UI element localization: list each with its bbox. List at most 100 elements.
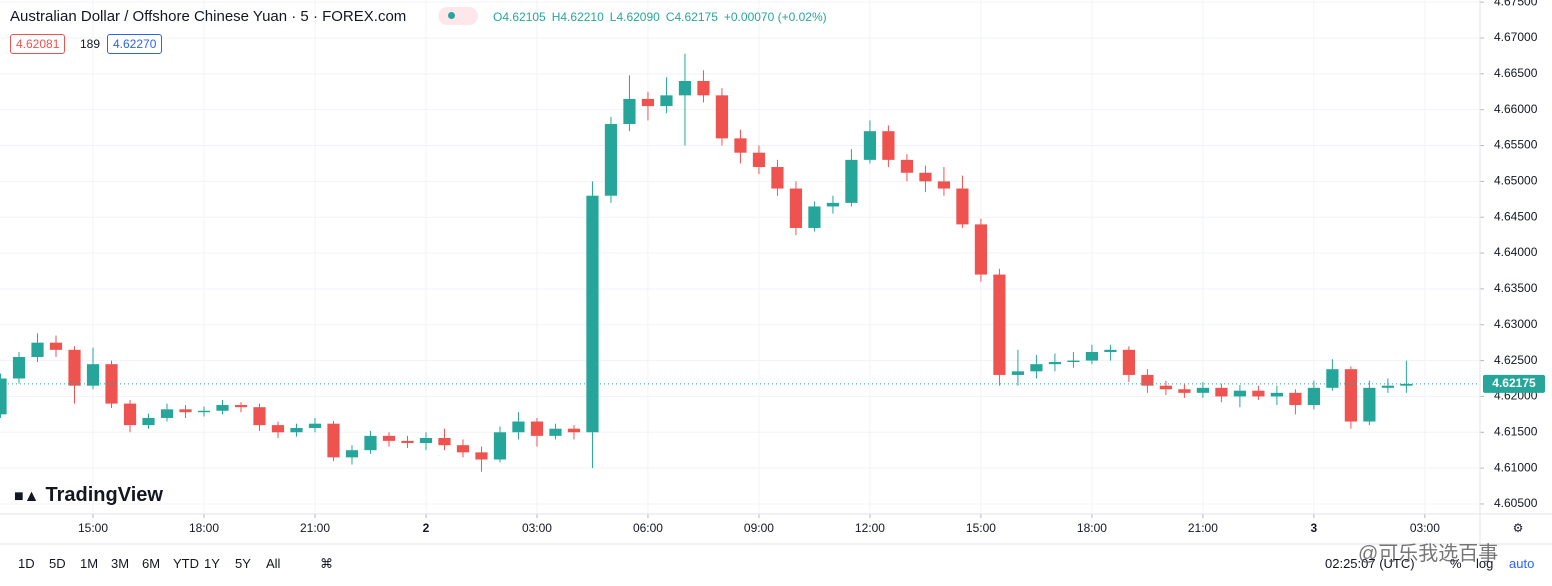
buy-price[interactable]: 4.62270 <box>107 34 163 54</box>
candle-body <box>142 417 155 426</box>
candle-body <box>900 159 914 173</box>
candle-body <box>1270 392 1283 397</box>
range-button[interactable]: 6M <box>142 556 161 571</box>
candle-body <box>697 81 710 96</box>
candle-body <box>49 342 63 350</box>
candle-body <box>345 450 359 458</box>
logo-text: TradingView <box>45 484 163 506</box>
x-tick-label: 15:00 <box>966 521 996 535</box>
range-button[interactable]: 5Y <box>235 556 251 571</box>
status-pill[interactable] <box>438 7 478 25</box>
range-button[interactable]: YTD <box>173 556 199 571</box>
x-tick-label: 3 <box>1311 521 1318 535</box>
candle-body <box>1030 364 1043 372</box>
sell-price[interactable]: 4.62081 <box>10 34 66 54</box>
candle-body <box>290 427 303 433</box>
candle-body <box>493 432 507 460</box>
candle-body <box>567 428 581 433</box>
y-tick-label: 4.67500 <box>1494 0 1538 8</box>
x-tick-label: 21:00 <box>1188 521 1218 535</box>
range-button[interactable]: 1M <box>80 556 99 571</box>
y-tick-label: 4.61500 <box>1494 424 1538 438</box>
candle-body <box>1104 349 1117 352</box>
watermark: @可乐我选百事 <box>1358 543 1499 565</box>
y-tick-label: 4.66000 <box>1494 102 1538 116</box>
candle-body <box>1159 385 1173 390</box>
x-tick-label: 2 <box>423 521 430 535</box>
ohlc-value: H4.62210 <box>551 10 604 24</box>
candle-body <box>623 98 636 125</box>
option-button[interactable]: log <box>1476 556 1494 571</box>
candle-body <box>382 435 396 441</box>
candle-body <box>826 202 840 207</box>
candle-body <box>179 409 192 413</box>
candle-body <box>364 435 377 451</box>
candle-body <box>530 421 544 436</box>
range-button[interactable]: 1Y <box>204 556 220 571</box>
candle-body <box>808 206 821 228</box>
logo: ■▲ TradingView <box>14 484 163 506</box>
x-tick-label: 03:00 <box>522 521 552 535</box>
y-tick-label: 4.62500 <box>1494 353 1538 367</box>
chart-title: Australian Dollar / Offshore Chinese Yua… <box>10 8 407 25</box>
y-tick-label: 4.63000 <box>1494 317 1538 331</box>
x-tick-label: 21:00 <box>300 521 330 535</box>
ohlc-value: +0.00070 (+0.02%) <box>723 10 827 24</box>
candle-body <box>327 423 340 458</box>
candle-body <box>1122 349 1136 375</box>
settings-icon: ⚙ <box>1513 521 1524 535</box>
candle-body <box>234 405 248 408</box>
candle-body <box>419 438 433 444</box>
candle-body <box>1289 392 1302 406</box>
candle-body <box>549 428 562 436</box>
y-tick-label: 4.60500 <box>1494 496 1538 510</box>
candle-body <box>993 274 1006 375</box>
candle-body <box>1252 390 1265 397</box>
x-tick-label: 15:00 <box>78 521 108 535</box>
ohlc-value: L4.62090 <box>609 10 660 24</box>
y-tick-label: 4.66500 <box>1494 66 1538 80</box>
candle-body <box>882 131 895 160</box>
candle-body <box>956 188 969 225</box>
candle-body <box>1011 371 1025 375</box>
candle-body <box>586 195 599 433</box>
candle-body <box>86 364 100 386</box>
last-price-box <box>1483 374 1545 393</box>
x-tick-label: 03:00 <box>1410 521 1440 535</box>
spread: 189 <box>80 37 101 51</box>
candle-body <box>68 349 81 386</box>
y-tick-label: 4.63500 <box>1494 281 1538 295</box>
candle-body <box>512 421 525 433</box>
candle-body <box>253 407 266 426</box>
candle-body <box>863 131 877 160</box>
range-button[interactable]: 5D <box>49 556 66 571</box>
candle-body <box>1400 383 1413 386</box>
candle-body <box>789 188 803 228</box>
option-button[interactable]: % <box>1450 556 1462 571</box>
candle-body <box>123 403 137 426</box>
y-tick-label: 4.61000 <box>1494 460 1538 474</box>
y-tick-label: 4.64000 <box>1494 245 1538 259</box>
ohlc-value: C4.62175 <box>665 10 718 24</box>
candle-body <box>919 172 932 182</box>
candle-body <box>1344 369 1357 422</box>
compare-icon[interactable]: ⌘ <box>320 556 333 571</box>
candle-body <box>0 378 7 415</box>
range-button[interactable]: 1D <box>18 556 35 571</box>
candle-body <box>1196 387 1210 393</box>
x-tick-label: 18:00 <box>1077 521 1107 535</box>
option-button[interactable]: auto <box>1509 556 1535 571</box>
ohlc-legend: O4.62105 H4.62210 L4.62090 C4.62175 +0.00070… <box>493 10 833 24</box>
candle-body <box>160 409 174 418</box>
y-tick-label: 4.65000 <box>1494 174 1538 188</box>
candle-body <box>438 438 451 446</box>
candle-body <box>1085 351 1099 361</box>
candle-body <box>1326 369 1339 388</box>
candle-body <box>752 152 766 168</box>
candle-body <box>641 98 655 107</box>
range-button[interactable]: All <box>266 556 281 571</box>
status-dot <box>448 12 455 19</box>
range-button[interactable]: 3M <box>111 556 130 571</box>
